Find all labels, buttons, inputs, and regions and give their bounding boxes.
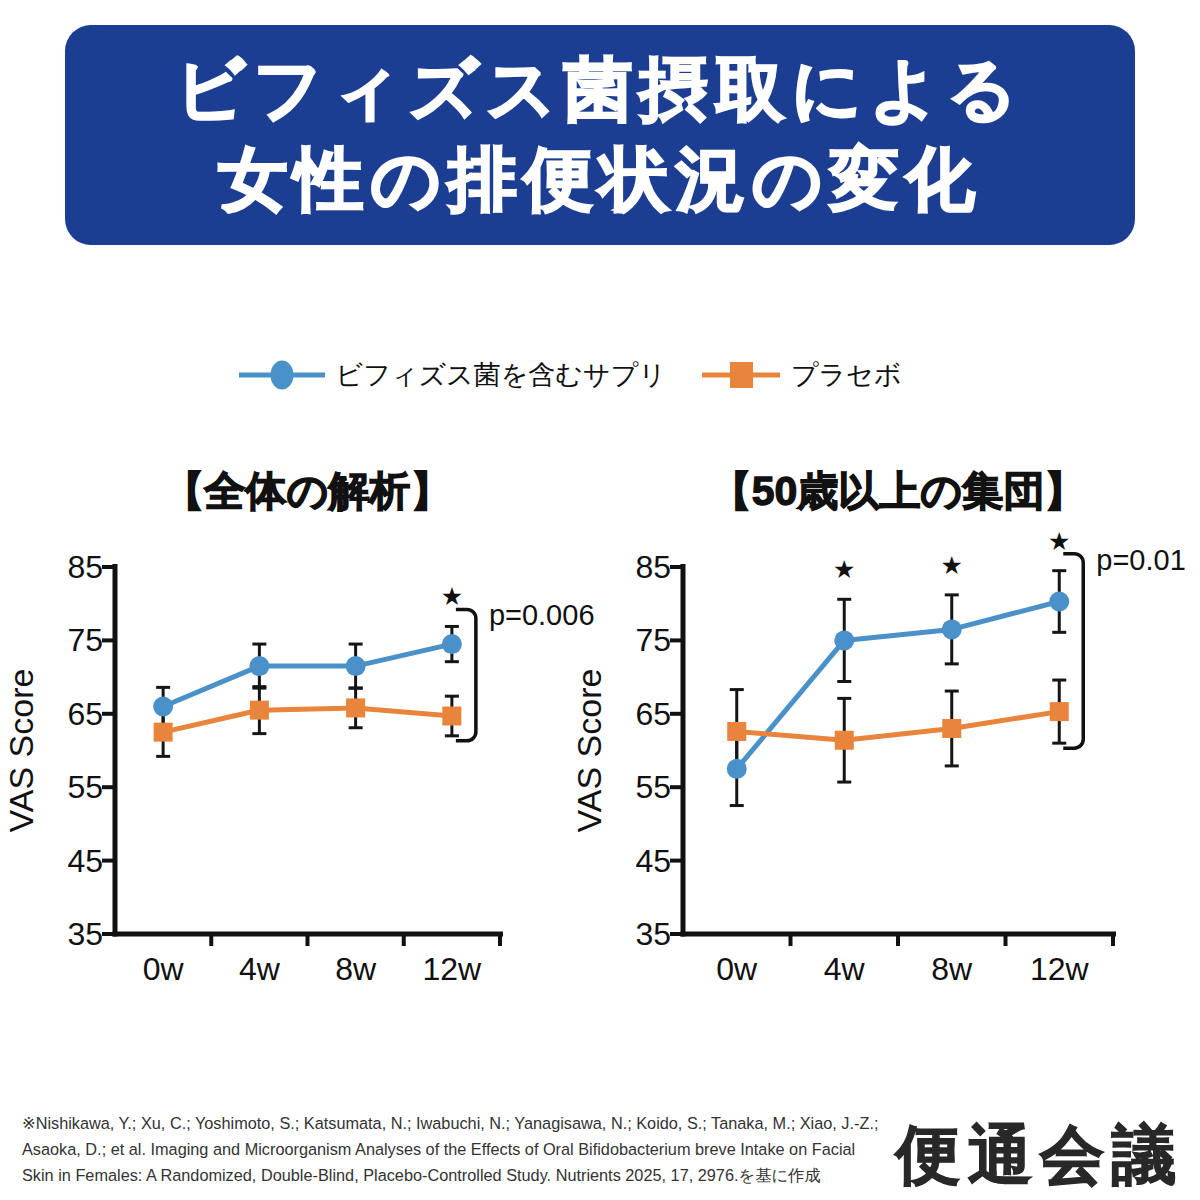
y-tick-label: 75 (67, 622, 103, 658)
data-point-circle (442, 634, 462, 654)
y-tick-label: 45 (635, 843, 671, 879)
data-point-square (154, 723, 173, 742)
placebo-line (163, 708, 452, 732)
y-tick-label: 65 (67, 696, 103, 732)
data-point-circle (1049, 591, 1069, 611)
significance-star: ★ (833, 555, 855, 583)
y-tick-label: 85 (67, 549, 103, 585)
placebo-line (737, 712, 1060, 741)
supplement-line (163, 644, 452, 706)
y-tick-label: 65 (635, 696, 671, 732)
citation-line1: ※Nishikawa, Y.; Xu, C.; Yoshimoto, S.; K… (22, 1110, 878, 1136)
data-point-circle (249, 656, 269, 676)
x-tick-label: 4w (824, 951, 866, 987)
data-point-square (835, 731, 854, 750)
y-axis-label: VAS Score (2, 669, 40, 833)
citation: ※Nishikawa, Y.; Xu, C.; Yoshimoto, S.; K… (22, 1110, 878, 1188)
y-tick-label: 55 (635, 769, 671, 805)
data-point-square (442, 707, 461, 726)
data-point-circle (153, 696, 173, 716)
significance-star: ★ (941, 551, 963, 579)
y-tick-label: 35 (67, 916, 103, 952)
y-tick-label: 75 (635, 622, 671, 658)
charts-svg: 【全体の解析】 VAS Score 85 75 65 55 45 35 0w 4w 8w 12w ★ p=… (0, 0, 1200, 1200)
data-point-circle (346, 656, 366, 676)
p-value-label: p=0.006 (489, 599, 595, 631)
x-tick-label: 12w (423, 951, 483, 987)
data-point-square (727, 722, 746, 741)
citation-line2: Asaoka, D.; et al. Imaging and Microorga… (22, 1136, 878, 1162)
data-point-circle (727, 759, 747, 779)
y-axis-label: VAS Score (570, 669, 608, 833)
x-tick-label: 8w (931, 951, 973, 987)
y-tick-label: 55 (67, 769, 103, 805)
significance-star: ★ (441, 582, 463, 610)
y-tick-label: 85 (635, 549, 671, 585)
data-point-circle (942, 619, 962, 639)
citation-line3: Skin in Females: A Randomized, Double-Bl… (22, 1162, 878, 1188)
p-value-label: p=0.01 (1096, 544, 1186, 576)
x-tick-label: 12w (1030, 951, 1090, 987)
logo-bentsu-kaigi: 便通会議 (896, 1112, 1184, 1199)
x-tick-label: 4w (239, 951, 281, 987)
significance-star: ★ (1048, 527, 1070, 555)
y-tick-label: 45 (67, 843, 103, 879)
y-tick-label: 35 (635, 916, 671, 952)
chart-title: 【全体の解析】 (164, 468, 452, 514)
x-tick-label: 0w (143, 951, 185, 987)
data-point-square (346, 698, 365, 717)
page: ビフィズス菌摂取による 女性の排便状況の変化 ビフィズス菌を含むサプリプラセボ … (0, 0, 1200, 1200)
data-point-square (942, 719, 961, 738)
x-tick-label: 8w (335, 951, 377, 987)
data-point-square (1050, 702, 1069, 721)
x-tick-label: 0w (716, 951, 758, 987)
chart-title: 【50歳以上の集団】 (711, 468, 1086, 514)
data-point-circle (834, 630, 854, 650)
data-point-square (250, 701, 269, 720)
supplement-line (737, 601, 1060, 768)
